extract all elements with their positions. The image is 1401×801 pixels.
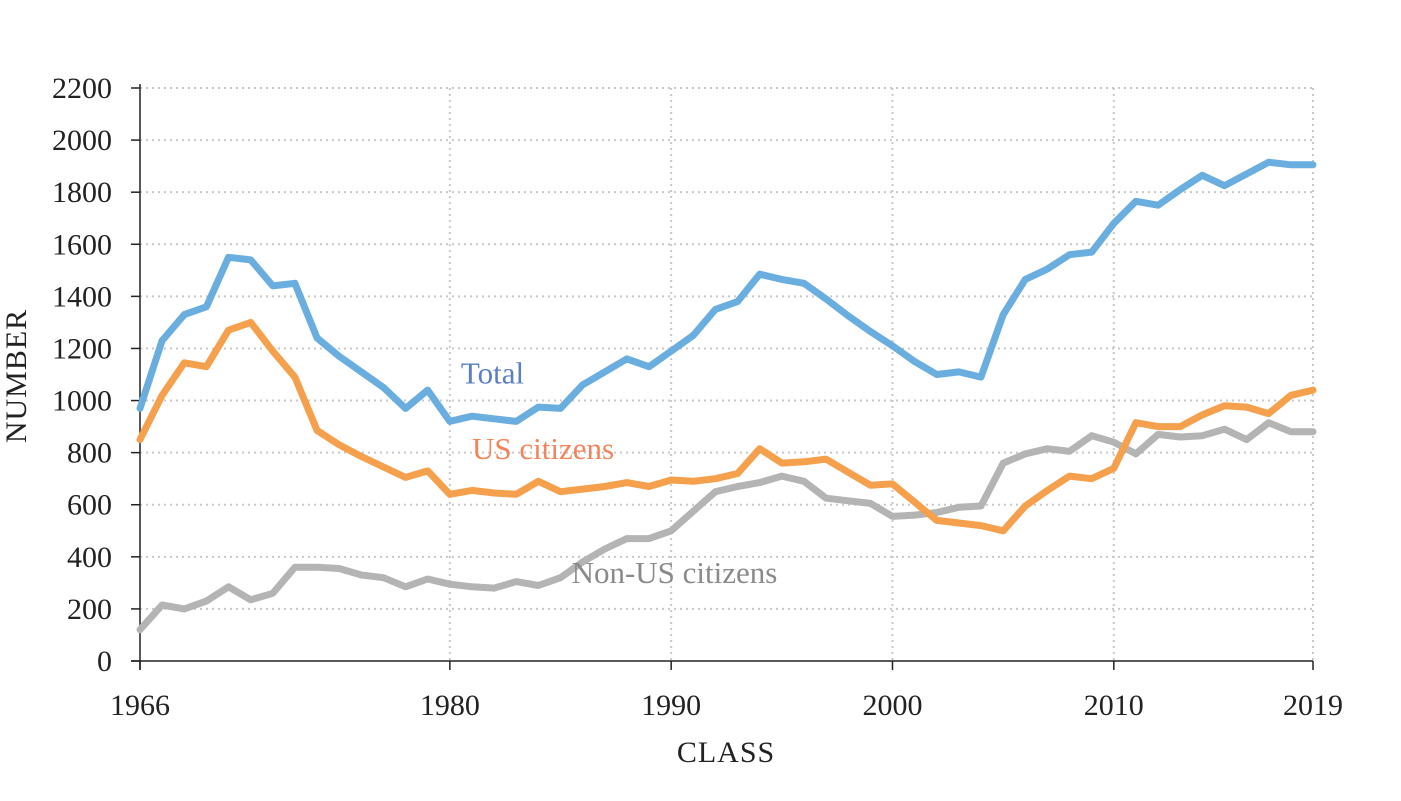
y-tick-label: 2000 [52, 124, 112, 157]
series-lines [136, 158, 1317, 634]
y-tick-label: 2200 [52, 72, 112, 105]
x-tick-label: 1966 [110, 689, 170, 722]
x-tick-label: 1990 [641, 689, 701, 722]
annotation-us-citizens: US citizens [472, 431, 614, 466]
y-tick-label: 1800 [52, 176, 112, 209]
series-line-us-citizens [136, 318, 1317, 535]
x-tick-label: 2000 [862, 689, 922, 722]
annotation-total: Total [461, 356, 524, 391]
x-tick-label: 2010 [1084, 689, 1144, 722]
series-line-total [136, 158, 1317, 425]
y-tick-label: 1400 [52, 280, 112, 313]
y-tick-label: 600 [67, 489, 112, 522]
x-axis-ticks: 1966 1980 1990 2000 2010 2019 [110, 689, 1343, 722]
series-line-non-us-citizens [136, 419, 1317, 634]
y-tick-label: 1200 [52, 332, 112, 365]
y-axis-title: NUMBER [0, 309, 33, 443]
x-tick-label: 2019 [1283, 689, 1343, 722]
x-tick-label: 1980 [420, 689, 480, 722]
y-axis-ticks: 0 200 400 600 800 1000 1200 1400 1600 1800 2000 220… [52, 72, 112, 678]
axes [131, 84, 1314, 670]
y-tick-label: 0 [97, 645, 112, 678]
y-tick-label: 400 [67, 541, 112, 574]
y-tick-label: 800 [67, 437, 112, 470]
annotation-non-us-citizens: Non-US citizens [572, 555, 778, 590]
series-annotations: Total US citizens Non-US citizens [461, 356, 777, 590]
x-axis-title: CLASS [677, 736, 775, 769]
y-tick-label: 1000 [52, 385, 112, 418]
y-tick-label: 200 [67, 593, 112, 626]
y-tick-label: 1600 [52, 228, 112, 261]
